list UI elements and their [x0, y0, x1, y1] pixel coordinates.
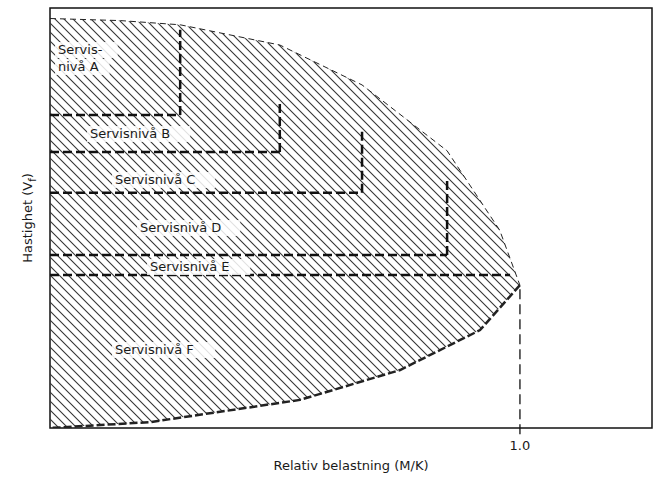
level-label: Servisnivå C	[115, 172, 195, 187]
label-bg	[87, 126, 190, 142]
root: 1.0 Servis-nivå A Servisnivå B Servisnivå C…	[0, 0, 663, 494]
level-label: Servisnivå F	[115, 342, 194, 357]
y-axis-label-suffix: )	[20, 173, 35, 178]
label-bg	[55, 42, 118, 58]
level-label: Servisnivå B	[90, 126, 170, 141]
upper-boundary	[50, 19, 520, 286]
level-boundary	[50, 274, 510, 277]
label-bg	[112, 342, 215, 358]
hatched-region	[50, 8, 520, 428]
level-label: Servisnivå D	[140, 220, 221, 235]
x-tick	[519, 289, 520, 436]
y-axis-label-text: Hastighet (V	[20, 182, 35, 263]
level-limit	[446, 180, 449, 255]
level-label: nivå A	[58, 59, 99, 74]
lower-boundary	[50, 285, 520, 428]
chart: 1.0 Servis-nivå A Servisnivå B Servisnivå C…	[0, 0, 663, 494]
level-boundary	[50, 192, 362, 195]
label-bg	[137, 220, 240, 236]
level-boundary	[50, 151, 280, 154]
frame	[50, 8, 652, 428]
level-limit	[179, 30, 182, 115]
level-boundary	[50, 114, 180, 117]
level-limit	[361, 130, 364, 193]
label-bg	[112, 172, 215, 188]
level-boundary	[50, 254, 447, 257]
x-axis-label: Relativ belastning (M/K)	[274, 458, 429, 473]
level-label: Servis-	[58, 42, 103, 57]
x-tick-label: 1.0	[510, 438, 531, 453]
level-label: Servisnivå E	[150, 259, 230, 274]
y-axis-label: Hastighet (Vf)	[20, 173, 38, 263]
label-bg	[147, 259, 250, 275]
level-limit	[279, 103, 282, 152]
label-bg	[55, 59, 110, 75]
plot-area	[50, 8, 520, 428]
